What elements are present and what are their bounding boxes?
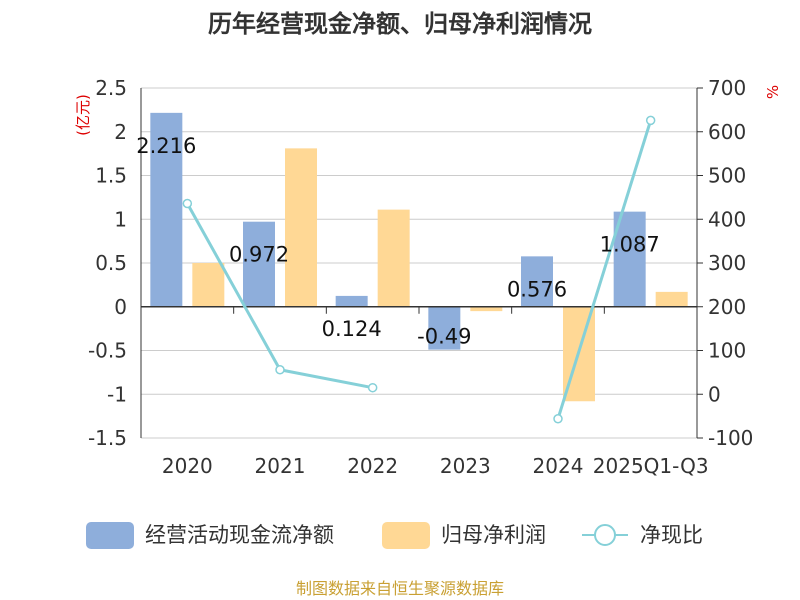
- left-tick-label: 2: [114, 120, 127, 144]
- data-label: 0.972: [229, 243, 289, 267]
- right-tick-label: 300: [708, 251, 746, 275]
- left-tick-label: 2.5: [95, 76, 127, 100]
- left-tick-label: -1.5: [88, 426, 127, 450]
- source-note: 制图数据来自恒生聚源数据库: [296, 579, 504, 598]
- chart-title: 历年经营现金净额、归母净利润情况: [208, 10, 592, 38]
- data-label: -0.49: [417, 325, 471, 349]
- left-tick-label: -1: [107, 382, 127, 406]
- data-label: 0.576: [507, 277, 567, 301]
- data-label: 2.216: [136, 134, 196, 158]
- axes: -1.5 -1 -0.5 0 0.5 1 1.5 2 2.5 -100 0 100 200 300 400 5…: [88, 76, 753, 478]
- ratio-point: [367, 382, 378, 393]
- legend-label-cashflow: 经营活动现金流净额: [145, 523, 334, 547]
- data-labels: 2.216 0.972 0.124 -0.49 0.576 1.087: [136, 134, 659, 349]
- x-tick-label: 2025Q1-Q3: [593, 454, 709, 478]
- right-tick-label: 100: [708, 339, 746, 363]
- x-tick-label: 2022: [347, 454, 398, 478]
- bars: [150, 112, 688, 402]
- legend-swatch-cashflow: [86, 522, 134, 549]
- bar: [521, 256, 553, 307]
- data-label: 0.124: [322, 317, 382, 341]
- right-tick-label: 600: [708, 120, 746, 144]
- grid: [141, 87, 697, 439]
- left-tick-label: 1.5: [95, 164, 127, 188]
- bar: [613, 211, 646, 307]
- x-tick-label: 2020: [162, 454, 213, 478]
- ratio-point: [182, 198, 193, 209]
- left-tick-label: -0.5: [88, 339, 127, 363]
- bar: [150, 112, 183, 307]
- ratio-point: [275, 365, 285, 375]
- x-tick-label: 2021: [255, 454, 306, 478]
- ratio-point: [553, 414, 563, 424]
- bar: [428, 306, 461, 350]
- bar: [243, 221, 275, 307]
- right-tick-label: 400: [708, 207, 746, 231]
- x-tick-label: 2023: [440, 454, 491, 478]
- bar: [335, 295, 368, 307]
- legend-label-ratio: 净现比: [640, 523, 703, 547]
- legend-swatch-profit: [382, 522, 430, 549]
- legend-label-profit: 归母净利润: [441, 523, 546, 547]
- left-axis-unit: (亿元): [74, 94, 92, 136]
- right-tick-label: 200: [708, 295, 746, 319]
- bar: [470, 306, 503, 312]
- right-tick-label: 500: [708, 164, 746, 188]
- ratio-line-segment: [556, 119, 653, 420]
- right-tick-label: 700: [708, 76, 746, 100]
- bar: [285, 148, 317, 307]
- ratio-line: [182, 115, 656, 424]
- bar: [377, 209, 410, 307]
- left-tick-label: 1: [114, 207, 127, 231]
- ratio-point: [645, 115, 656, 126]
- bar: [192, 263, 225, 307]
- right-tick-label: -100: [708, 426, 753, 450]
- right-tick-label: 0: [708, 382, 721, 406]
- right-axis-unit: %: [764, 85, 782, 99]
- legend[interactable]: 经营活动现金流净额 归母净利润 净现比: [86, 522, 703, 549]
- legend-swatch-ratio-marker: [594, 524, 616, 546]
- left-tick-label: 0: [114, 295, 127, 319]
- data-label: 1.087: [600, 233, 660, 257]
- left-tick-label: 0.5: [95, 251, 127, 275]
- x-tick-label: 2024: [533, 454, 584, 478]
- bar: [655, 291, 688, 307]
